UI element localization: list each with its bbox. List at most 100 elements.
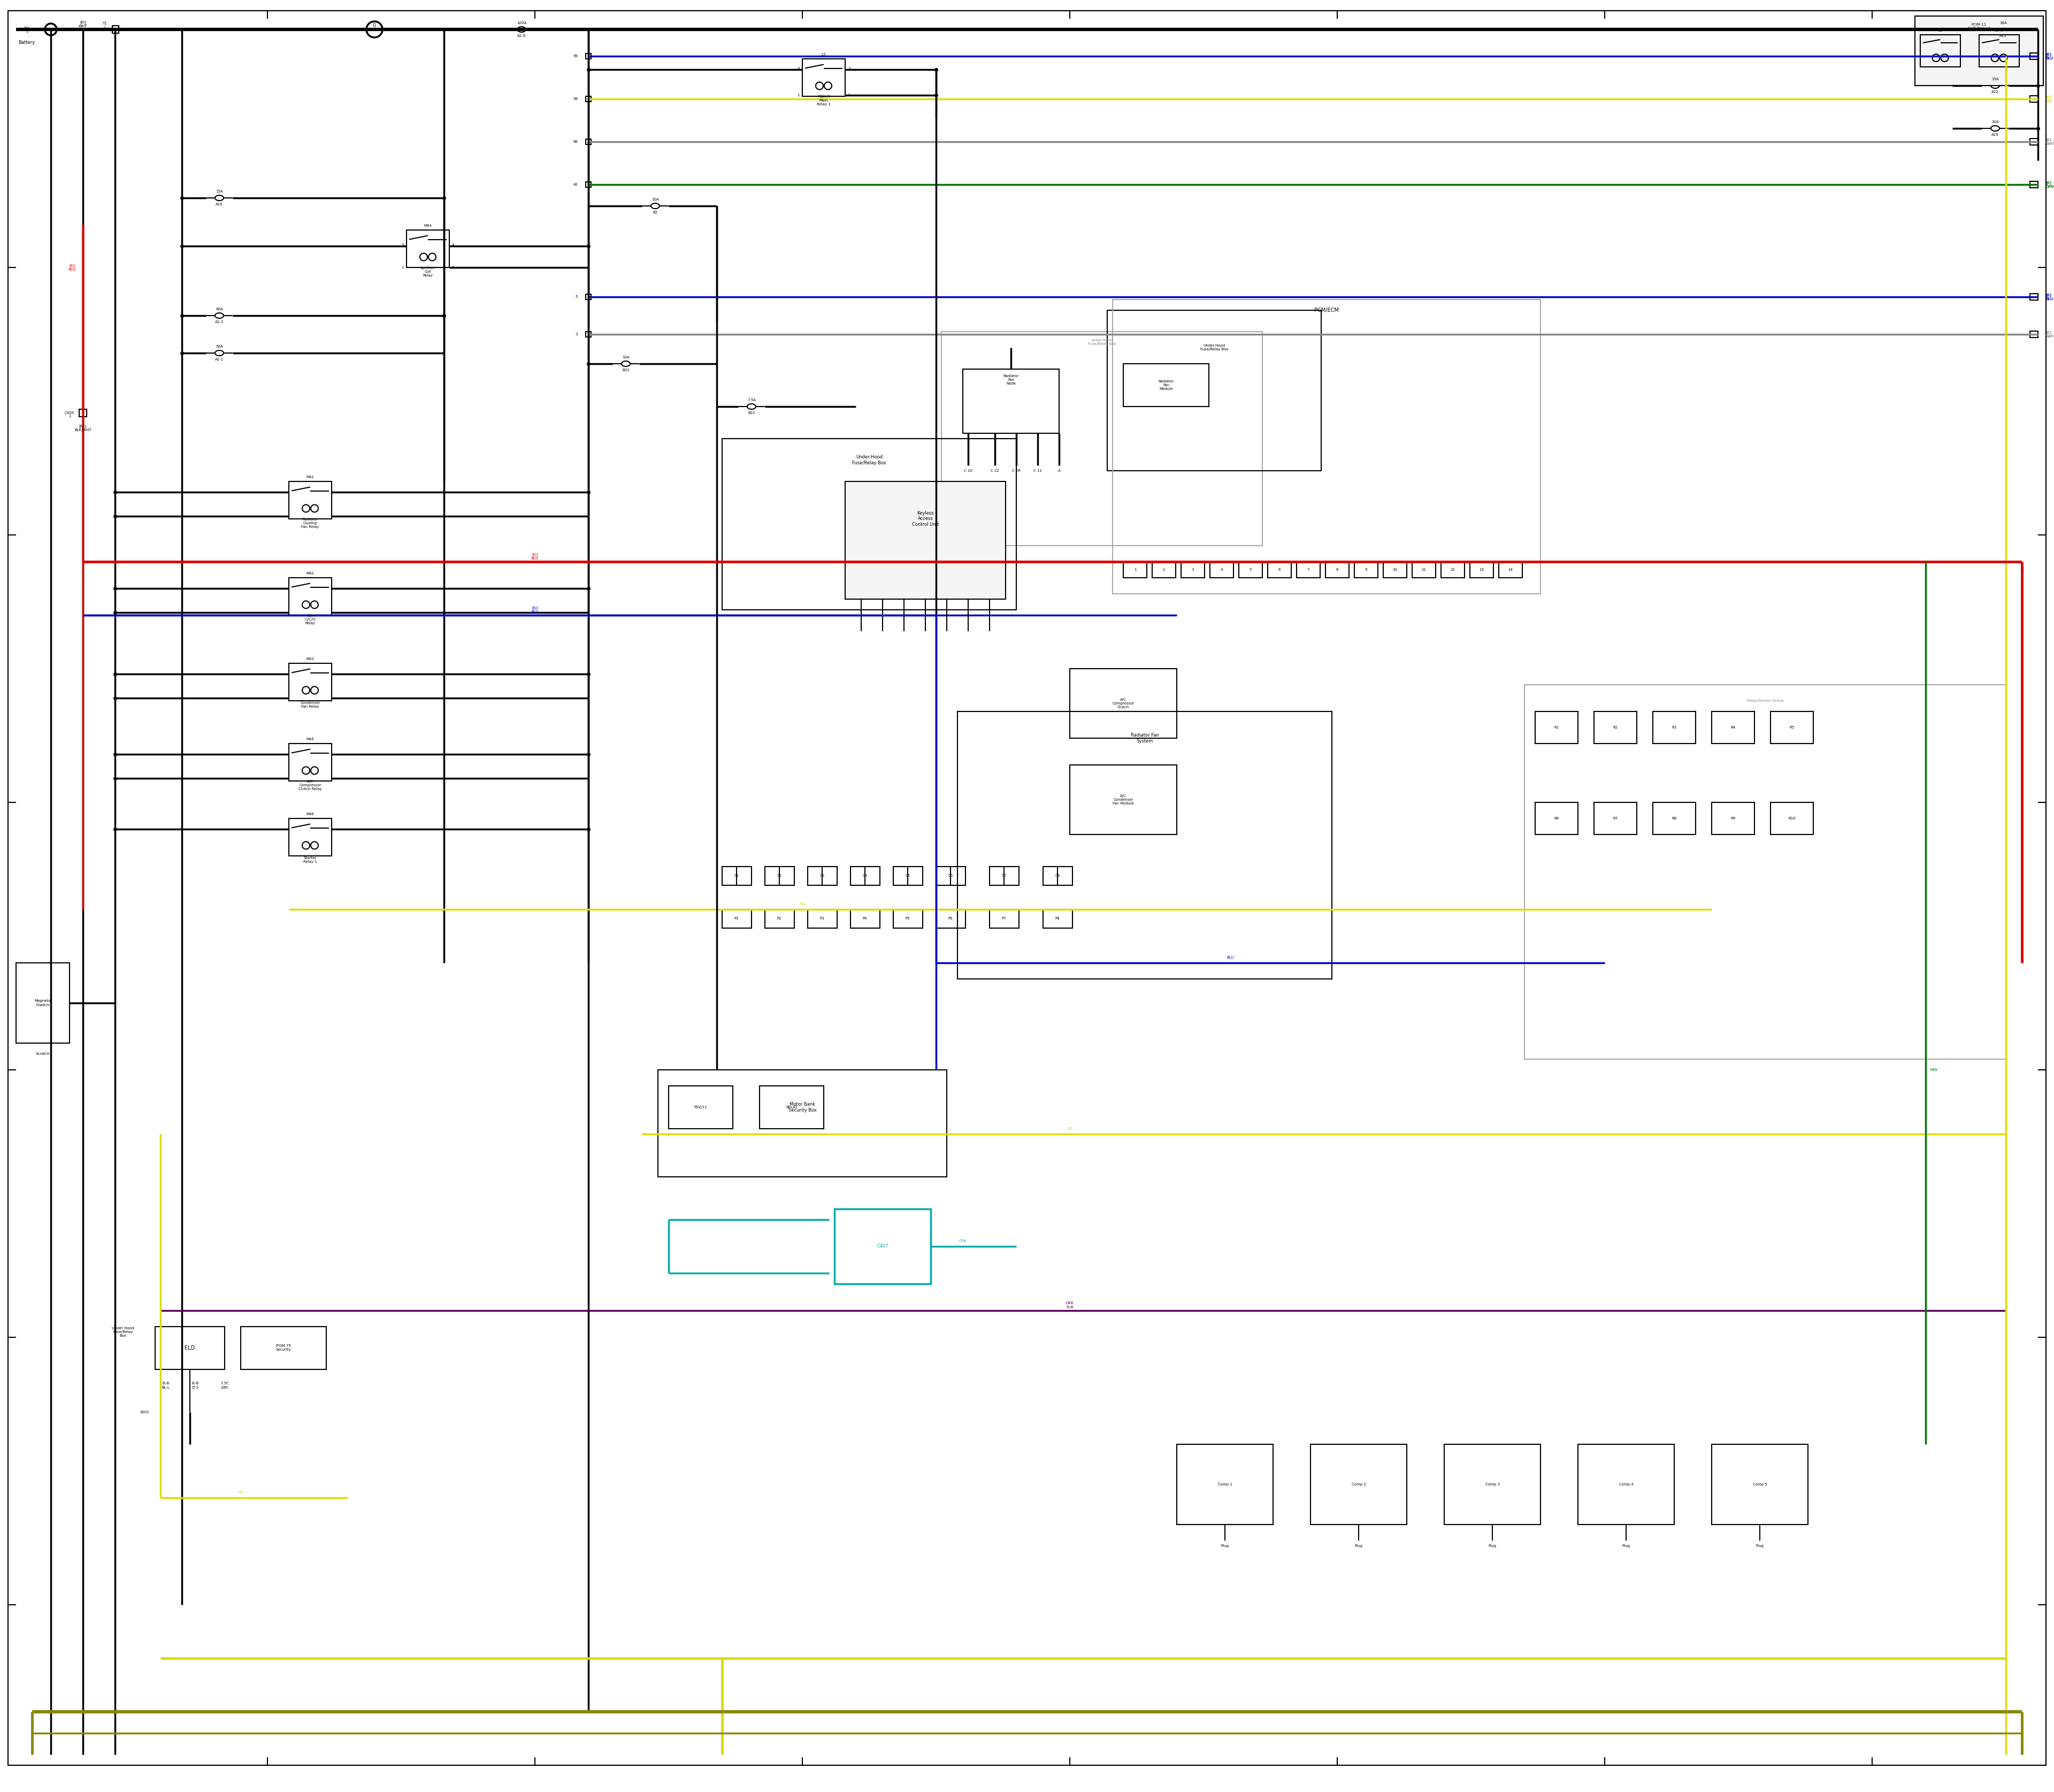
Text: P5: P5 xyxy=(906,918,910,919)
Bar xyxy=(240,1326,327,1369)
Text: [E]
WHT: [E] WHT xyxy=(2046,332,2054,339)
Text: C1: C1 xyxy=(733,874,739,878)
Bar xyxy=(1524,685,2007,1059)
Bar xyxy=(290,819,331,857)
Text: Comp 4: Comp 4 xyxy=(1619,1482,1633,1486)
Text: 10: 10 xyxy=(1393,568,1397,572)
Text: 16A: 16A xyxy=(1999,22,2007,25)
Bar xyxy=(585,332,592,337)
Text: [E]
BLU: [E] BLU xyxy=(2046,52,2054,59)
Text: Comp 2: Comp 2 xyxy=(1352,1482,1366,1486)
Bar xyxy=(807,867,838,885)
Bar xyxy=(290,663,331,701)
Bar xyxy=(1070,765,1177,835)
Text: C 10: C 10 xyxy=(963,470,972,473)
Bar xyxy=(1210,561,1234,577)
Text: 100A: 100A xyxy=(518,22,526,25)
Text: 4: 4 xyxy=(797,66,799,70)
Text: C2: C2 xyxy=(776,874,783,878)
Text: R6: R6 xyxy=(1555,817,1559,821)
Bar xyxy=(957,711,1331,978)
Text: 3: 3 xyxy=(848,66,850,70)
Bar xyxy=(937,909,965,928)
Text: [E]
BLU: [E] BLU xyxy=(2046,294,2054,301)
Bar xyxy=(1653,803,1697,835)
Text: C6: C6 xyxy=(949,874,953,878)
Text: R8: R8 xyxy=(1672,817,1676,821)
Text: [E]
BLU: [E] BLU xyxy=(2046,294,2054,301)
Bar xyxy=(893,909,922,928)
Text: PCM/ECM: PCM/ECM xyxy=(1315,308,1339,314)
Text: Comp 5: Comp 5 xyxy=(1752,1482,1766,1486)
Text: 3: 3 xyxy=(575,333,577,335)
Text: 13: 13 xyxy=(1479,568,1485,572)
Text: R1: R1 xyxy=(1555,726,1559,729)
Bar xyxy=(1444,1444,1540,1525)
Bar xyxy=(1577,1444,1674,1525)
Text: C407: C407 xyxy=(877,1244,889,1249)
Bar xyxy=(585,54,592,59)
Text: 42: 42 xyxy=(573,183,577,186)
Text: S001: S001 xyxy=(140,1410,150,1414)
Text: [EI]
WHT: [EI] WHT xyxy=(78,20,86,27)
Bar xyxy=(2029,54,2038,59)
Text: GRN: GRN xyxy=(1929,1068,1937,1072)
Text: L5: L5 xyxy=(822,54,826,56)
Text: Plug: Plug xyxy=(1220,1545,1228,1548)
Text: A2-1: A2-1 xyxy=(216,358,224,360)
Bar xyxy=(16,962,70,1043)
Bar xyxy=(760,1086,824,1129)
Text: Plug: Plug xyxy=(1356,1545,1362,1548)
Text: CYN: CYN xyxy=(959,1240,967,1242)
Bar xyxy=(1920,34,1960,66)
Text: 59: 59 xyxy=(573,97,577,100)
Bar xyxy=(1771,711,1814,744)
Text: 2: 2 xyxy=(1163,568,1165,572)
Bar xyxy=(1382,561,1407,577)
Text: 4: 4 xyxy=(1220,568,1222,572)
Text: R9: R9 xyxy=(1732,817,1736,821)
Bar xyxy=(723,867,752,885)
Bar xyxy=(1711,1444,1808,1525)
Text: 1: 1 xyxy=(401,265,405,269)
Text: Relay/Sensor Group: Relay/Sensor Group xyxy=(1746,699,1783,702)
Text: 1: 1 xyxy=(1134,568,1136,572)
Bar xyxy=(2029,138,2038,145)
Bar xyxy=(2029,95,2038,102)
Bar xyxy=(670,1086,733,1129)
Text: A22: A22 xyxy=(1992,90,1999,93)
Text: Radiator
Fan
Node: Radiator Fan Node xyxy=(1002,375,1019,385)
Text: B31: B31 xyxy=(622,369,629,371)
Bar xyxy=(1442,561,1465,577)
Text: 59: 59 xyxy=(573,54,577,57)
Text: 11: 11 xyxy=(1421,568,1425,572)
Text: 5: 5 xyxy=(1249,568,1251,572)
Bar xyxy=(1534,803,1577,835)
Text: 14: 14 xyxy=(1508,568,1514,572)
Text: Under-Hood
Fuse/Relay Box: Under-Hood Fuse/Relay Box xyxy=(852,455,885,466)
Bar xyxy=(1124,561,1146,577)
Text: Ignition
Coil
Relay: Ignition Coil Relay xyxy=(421,267,435,278)
Bar xyxy=(723,439,1017,609)
Text: Keyless
Access
Control Unit: Keyless Access Control Unit xyxy=(912,511,939,527)
Bar xyxy=(113,25,119,34)
Text: Motor Bank
Security Box: Motor Bank Security Box xyxy=(789,1102,817,1113)
Text: A21: A21 xyxy=(1999,34,2007,38)
Bar xyxy=(1711,803,1754,835)
Text: A29: A29 xyxy=(1992,133,1999,136)
Text: C406
1: C406 1 xyxy=(64,410,74,418)
Text: 7.5C
24N: 7.5C 24N xyxy=(220,1382,228,1389)
Text: P1: P1 xyxy=(733,918,739,919)
Text: 10A: 10A xyxy=(622,357,629,358)
Bar xyxy=(844,482,1006,599)
Bar xyxy=(941,332,1263,545)
Text: R3: R3 xyxy=(1672,726,1676,729)
Text: IE-B
BL-L: IE-B BL-L xyxy=(162,1382,170,1389)
Text: C 2R: C 2R xyxy=(1013,470,1021,473)
Text: 7.5A: 7.5A xyxy=(748,398,756,401)
Text: Fan
C/C/O
Relay: Fan C/C/O Relay xyxy=(304,615,316,625)
Bar xyxy=(1152,561,1175,577)
Text: C4: C4 xyxy=(863,874,867,878)
Bar xyxy=(850,909,879,928)
Bar xyxy=(1043,909,1072,928)
